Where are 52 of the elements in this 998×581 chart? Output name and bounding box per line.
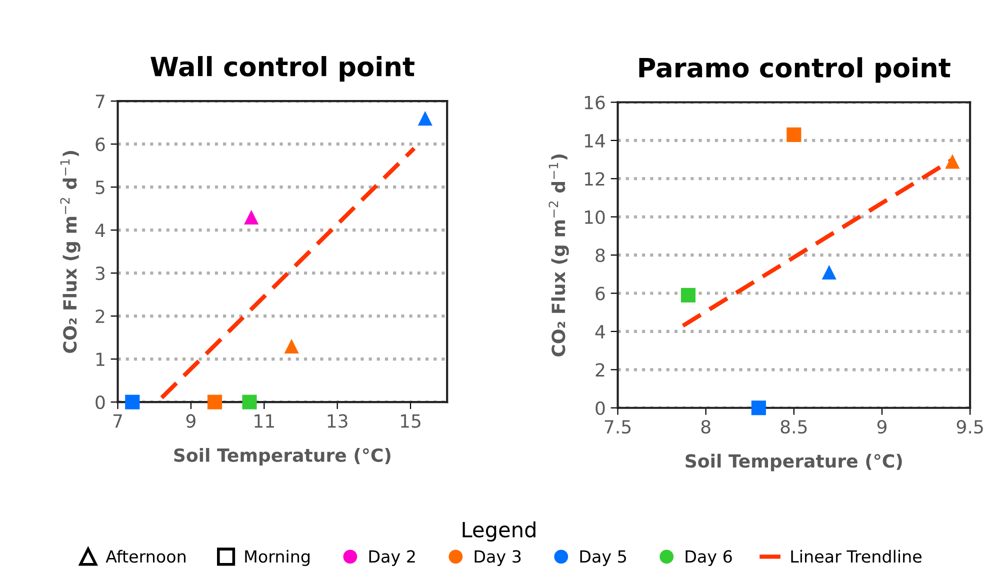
point — [244, 210, 259, 224]
y-axis-title: CO₂ Flux (g m$^{−2}$ d$^{−1}$) — [548, 154, 569, 356]
point — [945, 154, 960, 169]
point — [822, 264, 836, 280]
point — [418, 111, 432, 126]
y-tick-label: 16 — [584, 96, 605, 110]
x-tick-label: 9 — [877, 420, 886, 434]
x-tick-label: 13 — [328, 414, 348, 428]
y-tick-label: 6 — [96, 138, 105, 152]
x-tick-label: 9 — [186, 414, 196, 428]
legend-label: Day 5 — [580, 550, 626, 566]
y-tick-label: 7 — [96, 94, 104, 108]
legend-label: Day 2 — [369, 550, 415, 566]
y-tick-label: 4 — [95, 224, 105, 237]
chart-title: Paramo control point — [639, 57, 950, 83]
point — [242, 394, 257, 410]
y-tick-label: 8 — [596, 248, 605, 262]
x-tick-label: 15 — [401, 414, 420, 428]
y-axis-title: CO₂ Flux (g m$^{−2}$ d$^{−1}$) — [60, 150, 80, 353]
x-axis-title: Soil Temperature (°C) — [686, 454, 902, 472]
y-tick-label: 0 — [596, 401, 605, 415]
y-tick-label: 4 — [595, 325, 605, 338]
point — [786, 127, 802, 142]
x-tick-label: 7.5 — [604, 420, 631, 434]
y-tick-label: 10 — [584, 210, 605, 224]
point — [207, 394, 222, 410]
point — [284, 338, 299, 354]
legend-label: Day 6 — [686, 550, 732, 566]
legend-title: Legend — [462, 521, 536, 542]
y-tick-label: 12 — [584, 172, 604, 186]
x-tick-label: 11 — [254, 414, 274, 428]
y-tick-label: 1 — [96, 352, 104, 366]
y-tick-label: 6 — [596, 286, 605, 300]
y-tick-label: 2 — [596, 363, 604, 377]
x-tick-label: 7 — [114, 414, 122, 428]
chart-title: Wall control point — [150, 56, 414, 82]
y-tick-label: 5 — [96, 180, 104, 194]
x-tick-label: 8 — [701, 420, 710, 434]
text: Morning — [245, 550, 310, 566]
x-axis-title: Soil Temperature (°C) — [174, 448, 390, 466]
x-tick-label: 9.5 — [956, 420, 983, 434]
point — [680, 288, 696, 302]
legend-label: Day 3 — [474, 550, 521, 566]
point — [751, 400, 766, 416]
legend-label: Linear Trendline — [791, 550, 922, 563]
y-tick-label: 0 — [96, 396, 105, 410]
x-tick-label: 8.5 — [780, 420, 807, 434]
y-tick-label: 2 — [96, 310, 104, 323]
text: Afternoon — [106, 550, 186, 563]
y-tick-label: 3 — [96, 266, 105, 280]
y-tick-label: 14 — [584, 134, 605, 148]
point — [125, 394, 140, 410]
